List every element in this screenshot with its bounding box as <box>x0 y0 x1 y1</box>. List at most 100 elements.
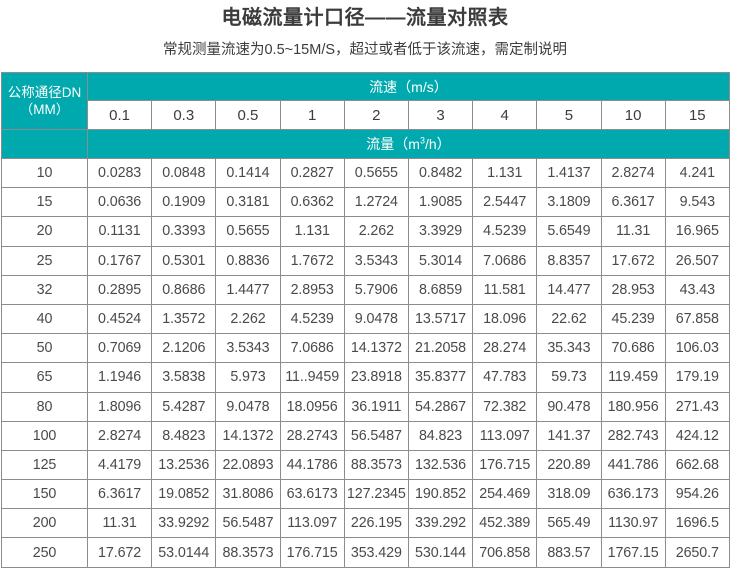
header-cell-speed-6: 4 <box>472 100 538 130</box>
cell-dn: 25 <box>1 245 88 276</box>
cell-flowrate: 7.0686 <box>472 245 538 276</box>
cell-flowrate: 0.0848 <box>151 157 217 189</box>
cell-flowrate: 1.7672 <box>279 245 345 276</box>
cell-flowrate: 35.8377 <box>407 362 474 393</box>
table-row: 15 0.0636 0.1909 0.3181 0.6362 1.2724 1.9085 2.… <box>1 187 730 218</box>
page-subtitle: 常规测量流速为0.5~15M/S，超过或者低于该流速，需定制说明 <box>162 42 568 58</box>
cell-flowrate: 1.3572 <box>151 303 217 335</box>
cell-flowrate: 530.144 <box>407 537 474 568</box>
title-block: 电磁流量计口径——流量对照表 常规测量流速为0.5~15M/S，超过或者低于该流… <box>0 0 730 62</box>
cell-flowrate: 176.715 <box>279 537 345 568</box>
cell-flowrate: 0.5301 <box>151 245 217 276</box>
header-cell-flowrate-group: 流量（m3/h） <box>87 129 730 159</box>
cell-flowrate: 119.459 <box>600 362 666 393</box>
cell-flowrate: 43.43 <box>664 274 730 305</box>
table-row: 150 6.3617 19.0852 31.8086 63.6173 127.2345 19… <box>1 479 730 510</box>
table-row: 125 4.4179 13.2536 22.0893 44.1786 88.3573 132… <box>1 449 730 481</box>
cell-flowrate: 9.543 <box>664 187 730 218</box>
cell-flowrate: 53.0144 <box>151 537 217 568</box>
cell-flowrate: 180.956 <box>600 391 666 422</box>
cell-dn: 50 <box>1 333 88 364</box>
cell-flowrate: 17.672 <box>86 537 153 568</box>
cell-flowrate: 2.8274 <box>86 420 153 451</box>
cell-flowrate: 424.12 <box>664 420 730 451</box>
cell-dn: 65 <box>1 362 88 393</box>
cell-flowrate: 13.5717 <box>407 303 474 335</box>
header-cell-speed-1: 0.3 <box>151 100 217 130</box>
cell-flowrate: 8.4823 <box>151 420 217 451</box>
header-cell-dn: 公称通径DN （MM） <box>1 72 88 130</box>
page-title: 电磁流量计口径——流量对照表 <box>221 7 509 29</box>
cell-flowrate: 5.3014 <box>407 245 474 276</box>
cell-flowrate: 3.5343 <box>215 333 281 364</box>
cell-flowrate: 14.477 <box>536 274 602 305</box>
cell-flowrate: 11..9459 <box>279 362 345 393</box>
cell-flowrate: 441.786 <box>600 449 666 481</box>
cell-flowrate: 0.3393 <box>151 216 217 247</box>
cell-flowrate: 3.3929 <box>407 216 474 247</box>
cell-flowrate: 28.953 <box>600 274 666 305</box>
header-cell-speed-0: 0.1 <box>86 100 153 130</box>
table-row: 50 0.7069 2.1206 3.5343 7.0686 14.1372 21.2058… <box>1 333 730 364</box>
cell-flowrate: 67.858 <box>664 303 730 335</box>
cell-flowrate: 63.6173 <box>279 479 345 510</box>
cell-flowrate: 11.31 <box>600 216 666 247</box>
header-row-flowrate: 流量（m3/h） <box>1 129 730 159</box>
cell-flowrate: 190.852 <box>407 479 474 510</box>
cell-flowrate: 26.507 <box>664 245 730 276</box>
cell-flowrate: 9.0478 <box>215 391 281 422</box>
cell-flowrate: 4.5239 <box>472 216 538 247</box>
cell-flowrate: 33.9292 <box>151 508 217 539</box>
cell-flowrate: 141.37 <box>536 420 602 451</box>
cell-flowrate: 22.0893 <box>215 449 281 481</box>
header-dn-line1: 公称通径DN <box>7 85 82 100</box>
cell-flowrate: 2.262 <box>215 303 281 335</box>
cell-flowrate: 254.469 <box>472 479 538 510</box>
cell-flowrate: 113.097 <box>279 508 345 539</box>
flowrate-label-superscript: 3 <box>419 135 425 146</box>
table-container: 公称通径DN （MM） 流速（m/s） 0.1 0.3 0.5 1 2 3 4 … <box>1 72 730 568</box>
cell-flowrate: 6.3617 <box>600 187 666 218</box>
cell-flowrate: 88.3573 <box>343 449 409 481</box>
cell-flowrate: 1696.5 <box>664 508 730 539</box>
cell-flowrate: 220.89 <box>536 449 602 481</box>
table-row: 40 0.4524 1.3572 2.262 4.5239 9.0478 13.5717 18… <box>1 303 730 335</box>
cell-flowrate: 0.1414 <box>215 157 281 189</box>
table-row: 25 0.1767 0.5301 0.8836 1.7672 3.5343 5.3014 7.… <box>1 245 730 276</box>
cell-dn: 80 <box>1 391 88 422</box>
cell-flowrate: 23.8918 <box>343 362 409 393</box>
header-cell-speed-7: 5 <box>536 100 602 130</box>
cell-flowrate: 44.1786 <box>279 449 345 481</box>
header-cell-blank <box>1 129 88 159</box>
cell-flowrate: 4.5239 <box>279 303 345 335</box>
table-row: 10 0.0283 0.0848 0.1414 0.2827 0.5655 0.8482 1.… <box>1 157 730 189</box>
cell-flowrate: 88.3573 <box>215 537 281 568</box>
cell-flowrate: 0.2827 <box>279 157 345 189</box>
header-cell-speed-2: 0.5 <box>215 100 281 130</box>
header-cell-speed-9: 15 <box>664 100 730 130</box>
cell-flowrate: 0.8686 <box>151 274 217 305</box>
table-row: 65 1.1946 3.5838 5.973 11..9459 23.8918 35.837… <box>1 362 730 393</box>
cell-dn: 150 <box>1 479 88 510</box>
cell-flowrate: 7.0686 <box>279 333 345 364</box>
cell-flowrate: 226.195 <box>343 508 409 539</box>
cell-flowrate: 11.581 <box>472 274 538 305</box>
cell-flowrate: 0.1131 <box>86 216 153 247</box>
cell-flowrate: 72.382 <box>472 391 538 422</box>
cell-flowrate: 19.0852 <box>151 479 217 510</box>
header-row-speed-values: 0.1 0.3 0.5 1 2 3 4 5 10 15 <box>2 100 730 130</box>
cell-flowrate: 0.2895 <box>86 274 153 305</box>
cell-flowrate: 8.6859 <box>407 274 474 305</box>
cell-flowrate: 0.1767 <box>86 245 153 276</box>
cell-flowrate: 0.3181 <box>215 187 281 218</box>
cell-flowrate: 6.3617 <box>86 479 153 510</box>
header-cell-speed-5: 3 <box>407 100 474 130</box>
cell-flowrate: 0.0636 <box>86 187 153 218</box>
cell-flowrate: 0.8482 <box>407 157 474 189</box>
cell-flowrate: 1.9085 <box>407 187 474 218</box>
cell-flowrate: 565.49 <box>536 508 602 539</box>
cell-flowrate: 5.7906 <box>343 274 409 305</box>
cell-flowrate: 28.2743 <box>279 420 345 451</box>
table-row: 200 11.31 33.9292 56.5487 113.097 226.195 339.… <box>1 508 730 539</box>
cell-flowrate: 47.783 <box>472 362 538 393</box>
